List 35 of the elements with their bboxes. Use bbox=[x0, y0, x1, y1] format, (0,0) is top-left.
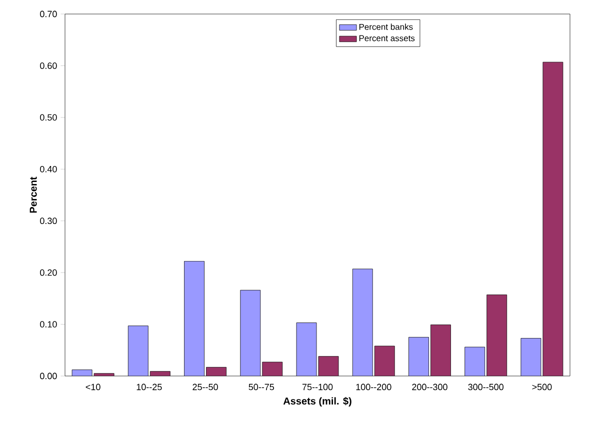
bar bbox=[318, 356, 338, 376]
y-tick-label: 0.00 bbox=[40, 372, 57, 380]
bar bbox=[430, 324, 451, 376]
x-tick-label: 25--50 bbox=[192, 384, 218, 390]
bar bbox=[128, 326, 148, 376]
bar bbox=[520, 338, 542, 376]
bar bbox=[486, 294, 507, 376]
x-axis-title: Assets (mil. $) bbox=[283, 397, 352, 407]
bar bbox=[240, 290, 260, 376]
x-tick-label: <10 bbox=[86, 384, 100, 390]
y-tick-label: 0.70 bbox=[40, 10, 57, 18]
x-tick-label: >500 bbox=[532, 384, 552, 390]
bar bbox=[374, 346, 395, 376]
x-tick-label: 300--500 bbox=[468, 384, 504, 390]
legend-label: Percent assets bbox=[359, 35, 415, 42]
legend-label: Percent banks bbox=[359, 24, 413, 30]
x-tick-label: 75--100 bbox=[302, 384, 333, 390]
bar bbox=[262, 362, 282, 376]
bar bbox=[408, 337, 429, 376]
bar bbox=[296, 322, 316, 376]
bar bbox=[542, 62, 564, 376]
y-tick-label: 0.40 bbox=[40, 166, 57, 172]
y-tick-label: 0.60 bbox=[40, 62, 57, 69]
bar bbox=[464, 347, 485, 376]
y-tick-label: 0.10 bbox=[40, 321, 57, 328]
x-tick-label: 100--200 bbox=[356, 384, 392, 390]
y-tick-label: 0.30 bbox=[40, 218, 57, 224]
y-tick-label: 0.20 bbox=[40, 269, 57, 276]
x-tick-label: 50--75 bbox=[248, 384, 274, 390]
y-tick-label: 0.50 bbox=[40, 114, 57, 121]
x-tick-label: 10--25 bbox=[136, 384, 162, 390]
bar bbox=[184, 261, 204, 376]
x-tick-label: 200--300 bbox=[412, 384, 448, 390]
y-axis-title: Percent bbox=[30, 176, 37, 213]
bar bbox=[352, 268, 373, 376]
